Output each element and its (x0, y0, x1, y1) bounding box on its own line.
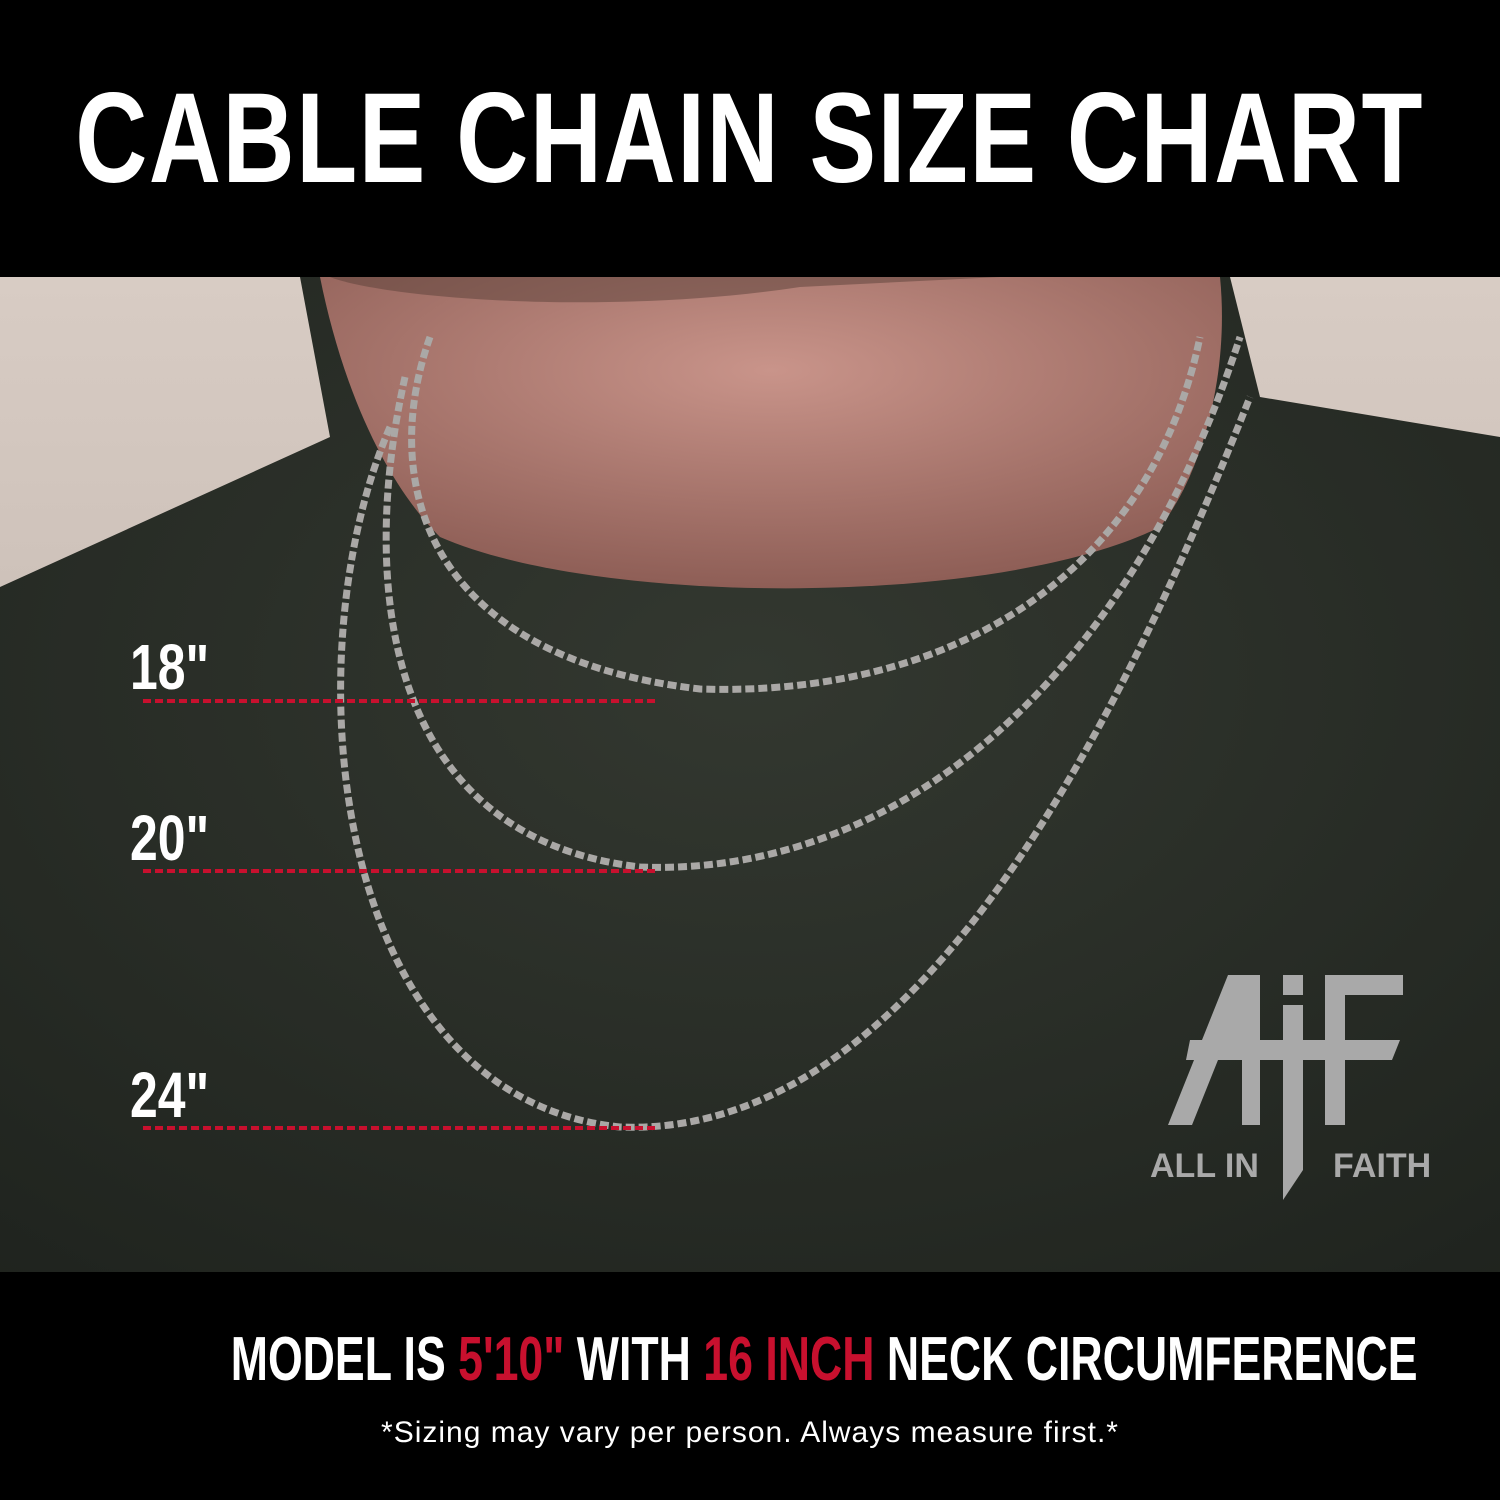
brand-logo: ALL IN FAITH (1150, 960, 1450, 1210)
header-banner: CABLE CHAIN SIZE CHART (0, 0, 1500, 277)
length-label-18: 18" (130, 631, 210, 703)
logo-left-text: ALL IN (1150, 1147, 1259, 1185)
model-info-text: NECK CIRCUMFERENCE (874, 1325, 1418, 1394)
length-label-24: 24" (130, 1059, 210, 1131)
photo-illustration (0, 277, 1500, 1272)
sizing-disclaimer: *Sizing may vary per person. Always meas… (381, 1416, 1119, 1449)
length-label-20: 20" (130, 802, 210, 874)
length-marker-20 (143, 869, 655, 873)
aif-logo-mark: ALL IN FAITH (1150, 975, 1431, 1200)
footer-banner: MODEL IS 5'10" WITH 16 INCH NECK CIRCUMF… (0, 1272, 1500, 1500)
chain-20 (382, 335, 1244, 871)
neck (320, 277, 1222, 589)
model-info: MODEL IS 5'10" WITH 16 INCH NECK CIRCUMF… (0, 1324, 1500, 1395)
length-marker-24 (143, 1126, 655, 1130)
chin (330, 277, 1000, 303)
model-photo (0, 277, 1500, 1272)
chain-18 (408, 335, 1204, 693)
page-title: CABLE CHAIN SIZE CHART (75, 66, 1425, 210)
logo-right-text: FAITH (1333, 1147, 1431, 1185)
model-info-text: WITH (564, 1325, 704, 1394)
length-marker-18 (143, 699, 655, 703)
neck-size: 16 INCH (703, 1325, 875, 1394)
model-info-text: MODEL IS (230, 1325, 459, 1394)
model-height: 5'10" (458, 1325, 565, 1394)
